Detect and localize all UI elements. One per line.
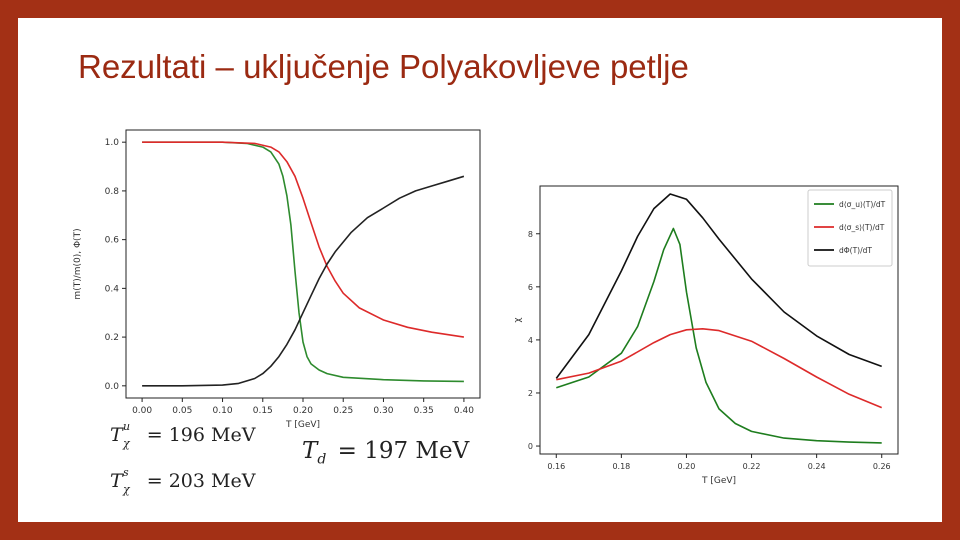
x-tick-label: 0.18 <box>612 462 630 471</box>
chart-susceptibility: 0.16 0.18 0.20 0.22 0.24 0.26 0 2 4 6 8 T [GeV] χ d⟨σ… <box>513 185 899 486</box>
x-tick-label: 0.40 <box>454 406 474 416</box>
y-tick-label: 2 <box>528 389 533 398</box>
y-tick-label: 0 <box>528 442 533 451</box>
plot-frame <box>125 129 481 399</box>
y-tick-label: 0.8 <box>105 187 120 197</box>
series-line-2 <box>142 141 465 338</box>
y-tick-label: 6 <box>528 283 533 292</box>
y-tick-label: 1.0 <box>105 138 120 148</box>
series-line-1 <box>142 141 464 383</box>
eq-rhs: = 196 MeV <box>146 424 256 446</box>
series-line-2 <box>556 328 883 409</box>
slide: Rezultati – uključenje Polyakovljeve pet… <box>18 18 942 522</box>
x-tick-label: 0.05 <box>172 406 192 416</box>
x-tick-label: 0.10 <box>213 406 233 416</box>
y-tick-label: 0.2 <box>105 333 119 343</box>
eq-sup: u <box>123 420 131 433</box>
legend-entry-2: d⟨σ_s⟩(T)/dT <box>839 223 885 232</box>
eq-symbol: T <box>110 424 123 446</box>
x-tick-label: 0.22 <box>743 462 761 471</box>
eq-sub: d <box>317 451 327 468</box>
eq-rhs: = 197 MeV <box>337 438 470 464</box>
eq-sup: s <box>123 466 129 479</box>
series-line-3 <box>555 193 882 379</box>
x-tick-label: 0.16 <box>547 462 565 471</box>
y-tick-label: 8 <box>528 230 533 239</box>
eq-symbol: T <box>302 438 318 464</box>
y-tick-label: 0.6 <box>105 236 120 246</box>
y-axis-label: χ <box>513 317 523 322</box>
y-axis-label: m(T)/m(0), Φ(T) <box>73 228 83 299</box>
chart-mass-polyakov: 0.00 0.05 0.10 0.15 0.20 0.25 0.30 0.35 0.40 0.0 0… <box>73 129 481 428</box>
x-tick-label: 0.15 <box>253 406 273 416</box>
legend-entry-1: d⟨σ_u⟩(T)/dT <box>839 200 886 209</box>
eq-sub: χ <box>123 437 130 450</box>
slide-title: Rezultati – uključenje Polyakovljeve pet… <box>78 48 689 85</box>
y-tick-label: 0.4 <box>105 284 120 294</box>
legend-box <box>807 189 893 267</box>
eq-symbol: T <box>110 470 123 492</box>
equation-t-d: Td = 197 MeV <box>302 438 469 468</box>
x-tick-label: 0.30 <box>373 406 393 416</box>
x-tick-label: 0.20 <box>678 462 696 471</box>
legend-entry-3: dΦ(T)/dT <box>839 246 872 255</box>
x-tick-label: 0.00 <box>132 406 152 416</box>
x-axis-label: T [GeV] <box>701 476 736 486</box>
x-tick-label: 0.24 <box>808 462 826 471</box>
x-tick-label: 0.35 <box>414 406 434 416</box>
series-line-1 <box>556 227 882 444</box>
x-tick-label: 0.20 <box>293 406 313 416</box>
x-tick-label: 0.26 <box>873 462 891 471</box>
x-tick-label: 0.25 <box>333 406 353 416</box>
eq-sub: χ <box>123 483 130 496</box>
legend: d⟨σ_u⟩(T)/dT d⟨σ_s⟩(T)/dT dΦ(T)/dT <box>807 189 893 267</box>
y-tick-label: 0.0 <box>105 382 120 392</box>
y-tick-label: 4 <box>528 336 533 345</box>
series-line-3 <box>142 175 465 387</box>
x-axis-label: T [GeV] <box>285 420 320 428</box>
eq-rhs: = 203 MeV <box>146 470 256 492</box>
